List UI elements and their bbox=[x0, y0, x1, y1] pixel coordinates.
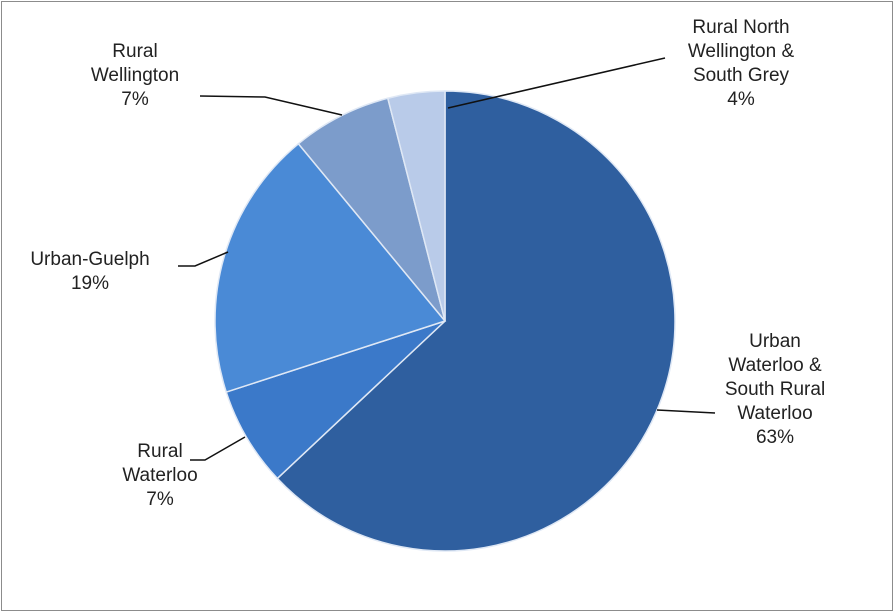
leader-line bbox=[190, 436, 246, 461]
category-label: Rural Waterloo bbox=[122, 441, 198, 486]
leader-line bbox=[178, 251, 229, 267]
pie-slice bbox=[225, 320, 446, 480]
leader-line bbox=[199, 95, 343, 116]
leader-line bbox=[447, 57, 666, 109]
slice-label: Rural Wellington 7% bbox=[70, 40, 200, 112]
category-label: Urban Waterloo & South Rural Waterloo bbox=[724, 331, 826, 424]
slice-label: Rural North Wellington & South Grey 4% bbox=[668, 16, 814, 112]
slice-label: Urban-Guelph 19% bbox=[5, 248, 175, 296]
category-label: Rural North Wellington & South Grey bbox=[687, 17, 795, 86]
pie bbox=[214, 90, 676, 552]
pie-slice bbox=[297, 97, 446, 322]
category-label: Urban-Guelph bbox=[30, 249, 150, 270]
slice-label: Rural Waterloo 7% bbox=[110, 440, 210, 512]
leader-lines bbox=[178, 57, 716, 461]
value-label: 7% bbox=[146, 489, 174, 510]
value-label: 19% bbox=[70, 273, 110, 294]
pie-slice bbox=[214, 142, 447, 394]
value-label: 63% bbox=[755, 427, 795, 448]
leader-line bbox=[656, 409, 716, 414]
value-label: 4% bbox=[727, 89, 755, 110]
pie-slice bbox=[276, 90, 676, 552]
value-label: 7% bbox=[121, 89, 149, 110]
category-label: Rural Wellington bbox=[90, 41, 180, 86]
slice-label: Urban Waterloo & South Rural Waterloo 63% bbox=[712, 330, 838, 450]
pie-slice bbox=[386, 90, 446, 322]
